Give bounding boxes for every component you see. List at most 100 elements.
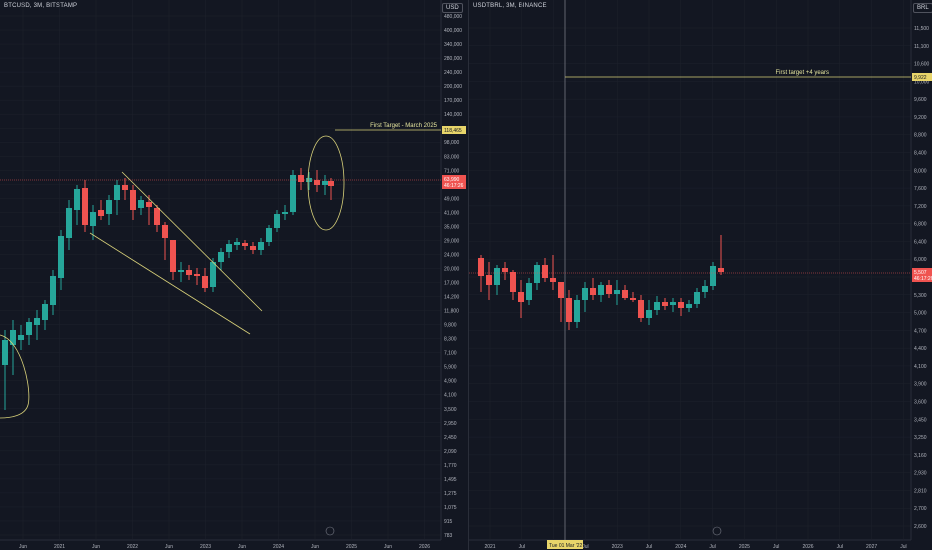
candle-up <box>226 244 232 252</box>
x-tick-label: 2024 <box>273 544 284 550</box>
y-tick-label: 6,400 <box>914 239 927 245</box>
candle-up <box>266 228 272 242</box>
price-countdown: 46:17:26 <box>914 276 932 282</box>
candle-up <box>106 200 112 214</box>
price-value: 63,990 <box>444 177 460 183</box>
y-tick-label: 280,000 <box>444 56 462 62</box>
y-tick-label: 3,450 <box>914 417 927 423</box>
candle-down <box>590 288 596 295</box>
x-tick-label: Jul <box>900 544 906 550</box>
x-tick-label: Jun <box>19 544 27 550</box>
y-tick-label: 9,800 <box>444 323 457 329</box>
btc-chart-pane[interactable]: BTCUSD, 3M, BITSTAMP USD 480,000 400,000 3… <box>0 0 468 550</box>
candle-down <box>662 302 668 306</box>
candle-up <box>42 304 48 320</box>
candle-down <box>194 274 200 276</box>
y-tick-label: 1,495 <box>444 477 457 483</box>
y-tick-label: 24,000 <box>444 252 460 258</box>
y-tick-label: 5,000 <box>914 311 927 317</box>
candle-down <box>518 292 524 302</box>
y-tick-label: 240,000 <box>444 70 462 76</box>
candle-up <box>274 214 280 228</box>
price-tag <box>442 175 466 189</box>
x-tick-label: Jul <box>519 544 525 550</box>
candle-up <box>66 208 72 238</box>
ellipse-drawing <box>307 135 345 231</box>
candle-down <box>478 258 484 276</box>
y-tick-label: 6,800 <box>914 222 927 228</box>
candle-up <box>526 283 532 300</box>
y-tick-label: 5,900 <box>444 365 457 371</box>
candle-up <box>598 285 604 295</box>
x-tick-label: Jun <box>238 544 246 550</box>
y-tick-label: 2,810 <box>914 488 927 494</box>
candle-up <box>670 302 676 305</box>
candle-up <box>90 212 96 226</box>
target-price-value: 118,465 <box>444 128 462 134</box>
y-tick-label: 2,700 <box>914 506 927 512</box>
candle-up <box>114 185 120 200</box>
y-tick-label: 8,000 <box>914 168 927 174</box>
y-tick-label: 783 <box>444 533 453 539</box>
y-tick-label: 20,000 <box>444 266 460 272</box>
candle-up <box>322 181 328 185</box>
y-tick-label: 170,000 <box>444 98 462 104</box>
candle-up <box>34 318 40 325</box>
candle-down <box>718 268 724 272</box>
candle-up <box>26 322 32 335</box>
logo-icon <box>325 526 335 536</box>
x-tick-label: 2025 <box>346 544 357 550</box>
x-tick-label: 2024 <box>675 544 686 550</box>
y-tick-label: 4,100 <box>444 393 457 399</box>
btc-chart-canvas[interactable]: 480,000 400,000 340,000 280,000 240,000 200,0… <box>0 0 468 550</box>
y-tick-label: 29,000 <box>444 238 460 244</box>
y-tick-label: 4,400 <box>914 346 927 352</box>
y-tick-label: 140,000 <box>444 112 462 118</box>
candle-down <box>630 298 636 300</box>
y-tick-label: 4,100 <box>914 364 927 370</box>
candle-down <box>130 190 136 210</box>
candle-up <box>138 200 144 208</box>
y-tick-label: 11,100 <box>914 44 929 50</box>
y-tick-label: 35,000 <box>444 224 460 230</box>
candle-down <box>146 202 152 207</box>
y-tick-label: 8,300 <box>444 337 457 343</box>
candle-up <box>282 212 288 214</box>
target-price-value: 9,922 <box>914 75 927 81</box>
y-tick-label: 9,200 <box>914 115 927 121</box>
candle-up <box>74 189 80 210</box>
y-tick-label: 2,930 <box>914 471 927 477</box>
left-symbol-title[interactable]: BTCUSD, 3M, BITSTAMP <box>4 3 78 9</box>
left-currency-badge[interactable]: USD <box>442 3 463 13</box>
candle-down <box>98 210 104 216</box>
x-tick-label: Jul <box>837 544 843 550</box>
candle-up <box>10 330 16 345</box>
price-value: 5,507 <box>914 270 927 276</box>
y-tick-label: 2,600 <box>914 524 927 530</box>
candle-down <box>82 188 88 225</box>
candle-down <box>154 208 160 225</box>
candle-up <box>50 276 56 305</box>
right-symbol-title[interactable]: USDTBRL, 3M, BINANCE <box>473 3 547 9</box>
y-tick-label: 3,500 <box>444 407 457 413</box>
usdtbrl-chart-canvas[interactable]: 11,500 11,100 10,600 10,000 9,600 9,200 8,800 8… <box>469 0 932 550</box>
candle-up <box>18 335 24 340</box>
x-tick-label: Jun <box>165 544 173 550</box>
trendline-drawing <box>121 171 263 312</box>
candle-up <box>702 286 708 292</box>
candle-down <box>242 243 248 246</box>
target-label: First target +4 years <box>775 70 829 76</box>
usdtbrl-chart-pane[interactable]: USDTBRL, 3M, BINANCE BRL 11,500 11,100 10,… <box>468 0 932 550</box>
y-tick-label: 2,450 <box>444 435 457 441</box>
x-tick-label: 2026 <box>802 544 813 550</box>
candle-up <box>614 290 620 294</box>
candle-down <box>122 185 128 190</box>
candle-up <box>694 292 700 304</box>
y-tick-label: 83,000 <box>444 154 460 160</box>
y-tick-label: 915 <box>444 519 453 525</box>
x-tick-label: Jun <box>311 544 319 550</box>
y-tick-label: 8,400 <box>914 151 927 157</box>
candle-up <box>234 242 240 245</box>
candle-down <box>622 290 628 298</box>
y-tick-label: 400,000 <box>444 28 462 34</box>
